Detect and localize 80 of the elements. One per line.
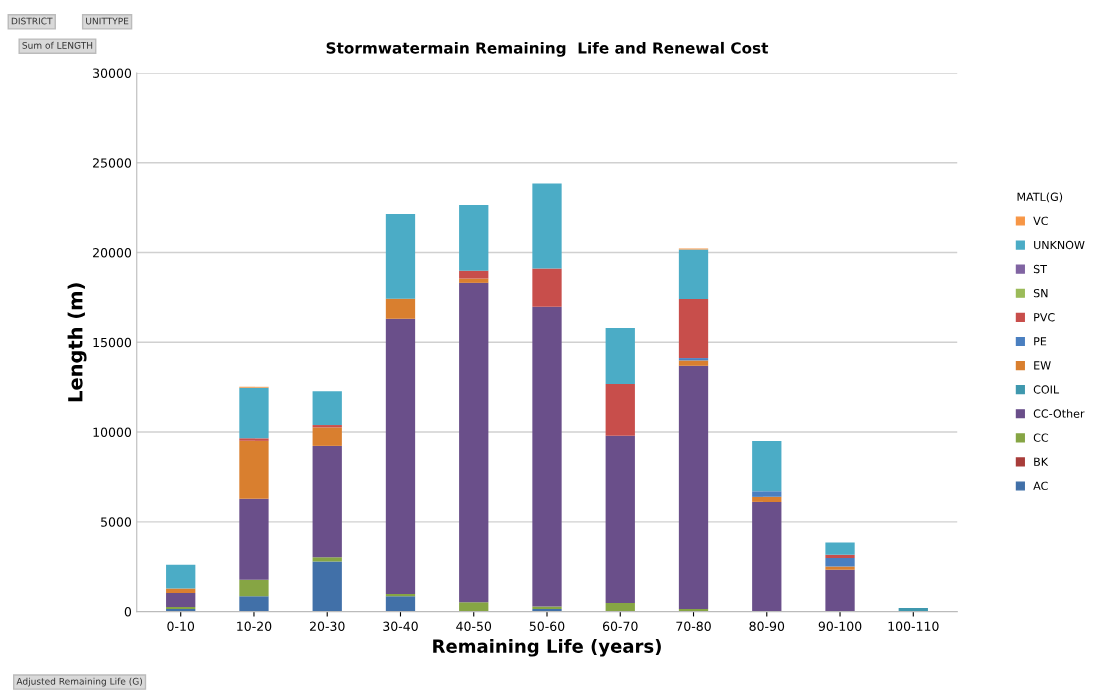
- bar: [605, 383, 635, 436]
- bar: [825, 558, 855, 567]
- y-tick-label: 30000: [93, 68, 132, 78]
- bar: [312, 445, 342, 558]
- text: DISTRICT: [11, 17, 53, 25]
- bar: [385, 298, 416, 319]
- legend-label: CC: [1033, 433, 1049, 442]
- x-tick-label: 30-40: [383, 621, 418, 631]
- x-tick-label: 10-20: [237, 621, 272, 631]
- bar: [752, 441, 782, 492]
- bar: [825, 566, 855, 570]
- bar: [459, 282, 489, 603]
- chart-title: Stormwatermain Remaining Life and Renewal Cost: [326, 41, 769, 57]
- legend-label: PE: [1034, 337, 1047, 346]
- y-axis-title: Length (m): [67, 283, 87, 402]
- bar: [678, 360, 709, 366]
- x-tick-label: 20-30: [309, 621, 345, 631]
- x-tick-label: 0-10: [167, 621, 195, 631]
- bar: [678, 249, 709, 300]
- bar: [239, 440, 269, 499]
- bar: [752, 501, 782, 612]
- bar: [239, 579, 269, 597]
- x-tick-label: 80-90: [749, 621, 785, 631]
- bar: [825, 554, 855, 559]
- bar: [678, 365, 709, 609]
- bar: [312, 561, 342, 612]
- text: Sum of LENGTH: [22, 41, 93, 49]
- bar: [459, 205, 489, 271]
- bar: [239, 596, 269, 612]
- bar: [385, 318, 416, 594]
- x-tick-label: 60-70: [602, 621, 638, 631]
- y-tick-label: 5000: [101, 517, 132, 527]
- legend-label: CC-Other: [1033, 409, 1085, 418]
- text: Adjusted Remaining Life (G): [16, 677, 142, 687]
- legend-label: ST: [1033, 264, 1048, 274]
- bar: [752, 496, 782, 502]
- bar: [385, 213, 416, 299]
- bar: [678, 299, 709, 359]
- bar: [825, 569, 855, 612]
- bar: [385, 596, 416, 612]
- bar: [605, 435, 635, 603]
- bar: [312, 427, 342, 446]
- legend-label: AC: [1033, 481, 1048, 491]
- y-tick-label: 15000: [93, 337, 132, 348]
- x-tick-label: 70-80: [676, 621, 711, 631]
- x-axis-title: Remaining Life (years): [433, 638, 661, 657]
- x-tick-label: 100-110: [888, 621, 939, 631]
- bar: [239, 498, 269, 580]
- legend-label: PVC: [1034, 313, 1055, 322]
- text: UNITTYPE: [86, 17, 129, 25]
- bar: [459, 278, 489, 283]
- y-tick-label: 25000: [93, 158, 132, 168]
- bar: [532, 183, 562, 269]
- legend-label: BK: [1034, 457, 1049, 466]
- bar: [605, 328, 635, 384]
- bar: [166, 564, 196, 589]
- x-tick-label: 40-50: [456, 621, 492, 631]
- bar: [459, 270, 489, 279]
- bar: [532, 268, 562, 307]
- bar: [312, 391, 342, 426]
- bar: [239, 438, 269, 441]
- bar: [825, 542, 855, 555]
- y-tick-label: 0: [124, 607, 132, 617]
- legend-label: COIL: [1033, 385, 1060, 394]
- legend-label: EW: [1034, 361, 1051, 370]
- bar: [166, 593, 196, 608]
- legend-title: MATL(G): [1017, 192, 1063, 203]
- legend-label: VC: [1033, 216, 1048, 226]
- bar: [459, 602, 489, 612]
- legend-label: UNKNOW: [1034, 240, 1085, 250]
- y-tick-label: 20000: [93, 247, 132, 258]
- legend-label: SN: [1033, 288, 1048, 298]
- bar: [752, 491, 782, 497]
- bar: [312, 557, 342, 562]
- bar: [532, 306, 562, 607]
- x-tick-label: 90-100: [818, 621, 862, 631]
- bar: [239, 387, 269, 439]
- x-tick-label: 50-60: [529, 621, 565, 631]
- bar: [605, 602, 635, 612]
- y-tick-label: 10000: [93, 427, 132, 437]
